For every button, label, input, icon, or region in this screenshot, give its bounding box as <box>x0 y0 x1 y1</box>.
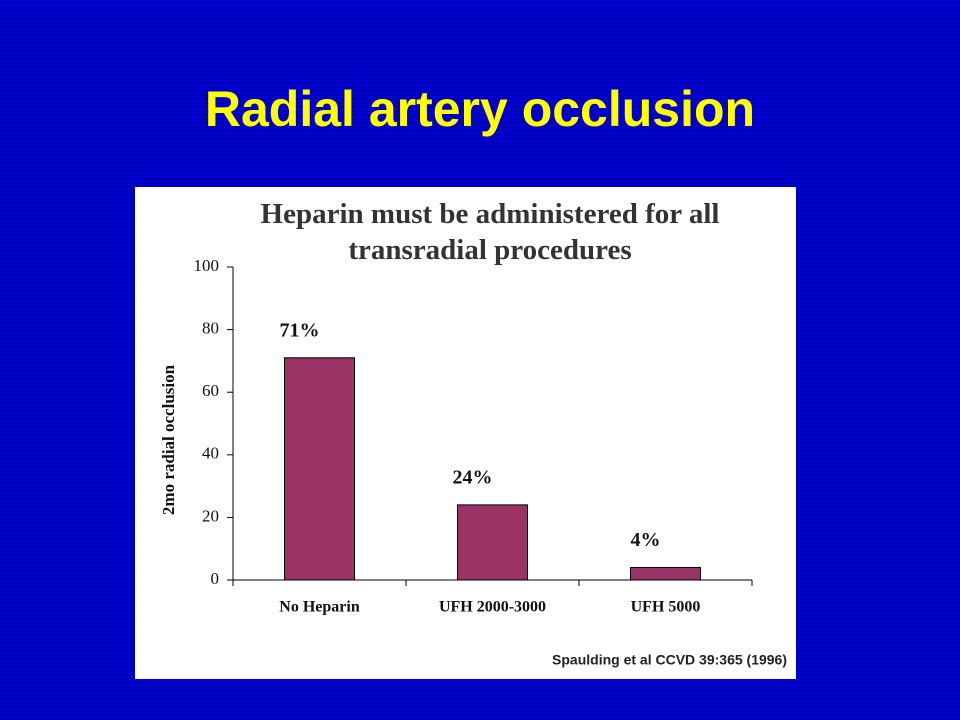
value-label: 4% <box>631 529 661 551</box>
bar <box>457 504 528 581</box>
x-tick-label: UFH 5000 <box>631 599 701 616</box>
y-tick-label: 80 <box>202 319 219 338</box>
chart-title: Heparin must be administered for all tra… <box>260 198 720 266</box>
y-tick-label: 100 <box>194 256 220 275</box>
x-tick-label: No Heparin <box>279 599 360 616</box>
chart-title-box: Heparin must be administered for all tra… <box>260 198 720 266</box>
value-label: 71% <box>280 319 320 341</box>
y-tick-label: 20 <box>202 506 219 525</box>
chart-panel <box>135 187 796 679</box>
y-axis-label: 2mo radial occlusion <box>159 364 178 515</box>
value-label: 24% <box>453 466 493 488</box>
source-note: Spaulding et al CCVD 39:365 (1996) <box>552 652 787 668</box>
slide-title: Radial artery occlusion <box>205 81 755 137</box>
y-tick-label: 40 <box>202 444 219 463</box>
x-tick-label: UFH 2000-3000 <box>439 599 546 616</box>
y-tick-label: 60 <box>202 381 219 400</box>
bar <box>630 566 701 581</box>
y-tick-label: 0 <box>211 569 220 588</box>
bar <box>284 357 355 581</box>
